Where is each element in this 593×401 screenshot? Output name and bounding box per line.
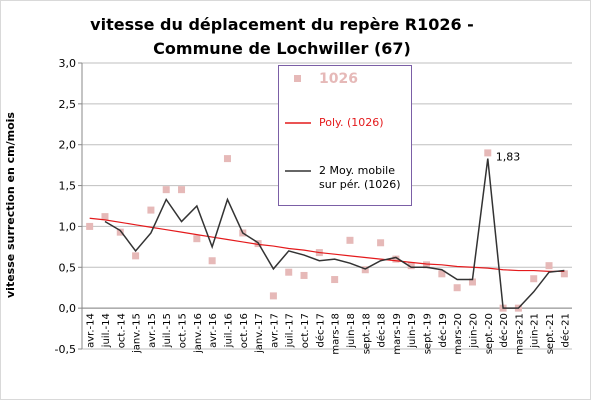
legend-label: Poly. (1026) [319,116,384,129]
line-series [89,217,565,272]
legend: 1026 Poly. (1026) 2 Moy. mobile sur pér. (… [278,65,412,206]
x-tick-label: juil.-15 [162,313,173,348]
x-tick-label: avr.-15 [147,313,158,348]
x-tick-label: déc-20 [498,313,510,347]
x-tick-label: sept.-18 [361,313,372,354]
x-tick-label: juin-20 [468,313,479,349]
x-tick-label: avr.-16 [208,313,219,348]
legend-icon [294,75,301,82]
x-tick-label: mars-21 [514,313,525,355]
scatter-point [453,284,461,292]
x-tick-label: janv.-16 [193,313,204,354]
x-tick-label: mars-19 [392,313,403,355]
x-tick-label: juin-19 [407,313,418,349]
x-tick-label: déc-18 [376,313,388,347]
x-tick-label: mars-20 [453,313,464,355]
x-tick-label: janv.-17 [254,313,265,354]
scatter-point [560,270,568,278]
legend-icon [285,122,311,124]
x-tick-label: sept.-20 [484,313,495,354]
x-tick-label: sept.-19 [423,313,434,354]
legend-entry: Poly. (1026) [285,116,384,130]
scatter-point [545,262,553,270]
scatter-point [116,228,124,236]
x-tick-label: juil.-14 [101,313,112,348]
scatter-point [468,278,476,286]
scatter-point [530,275,538,283]
chart-title: Commune de Lochwiller (67) [153,39,411,58]
x-tick-label: déc-21 [559,313,571,347]
scatter-point [423,261,431,269]
x-tick-label: juil.-17 [285,313,296,348]
scatter-point [346,236,354,244]
x-tick-label: oct.-16 [239,313,250,348]
x-tick-label: oct.-17 [300,313,311,348]
legend-marker [294,75,301,82]
scatter-point [132,252,140,260]
x-tick-label: déc-17 [314,313,326,347]
scatter-point [147,206,155,214]
x-tick-label: déc-19 [437,313,449,347]
scatter-point [285,268,293,276]
x-tick-label: oct.-14 [116,313,127,348]
line-series [104,158,565,309]
y-tick-label: 0,5 [59,261,77,274]
legend-entry: 2 Moy. mobile sur pér. (1026) [285,164,401,191]
scatter-point [269,292,277,300]
scatter-point [300,271,308,279]
scatter-point [101,213,109,221]
legend-label: 2 Moy. mobile sur pér. (1026) [319,164,401,191]
y-tick-label: 2,0 [59,139,77,152]
y-tick-label: -0,5 [55,343,76,356]
scatter-point [193,235,201,243]
scatter-point [208,257,216,265]
annotation: 1,83 [496,151,521,164]
x-tick-label: juin-21 [530,313,541,349]
x-tick-label: janv.-15 [132,313,143,354]
legend-entry: 1026 [285,72,358,86]
scatter-point [484,149,492,157]
x-tick-label: juin-18 [346,313,357,349]
y-axis-label: vitesse surrection en cm/mois [4,112,17,298]
y-tick-label: 3,0 [59,57,77,70]
scatter-point [361,266,369,274]
x-tick-label: oct.-15 [178,313,189,348]
scatter-point [438,270,446,278]
x-tick-label: avr.-17 [269,313,280,348]
scatter-point [223,155,231,163]
legend-label: 1026 [319,71,358,87]
y-tick-label: 1,0 [59,220,77,233]
y-tick-label: 0,0 [59,302,77,315]
scatter-point [86,222,94,230]
y-tick-label: 2,5 [59,98,77,111]
scatter-point [407,262,415,270]
y-tick-label: 1,5 [59,180,77,193]
x-tick-label: juil.-16 [223,313,234,348]
legend-icon [285,170,311,172]
scatter-point [392,255,400,263]
scatter-point [331,276,339,284]
chart-title: vitesse du déplacement du repère R1026 - [90,15,474,34]
scatter-point [178,186,186,194]
scatter-point [162,186,170,194]
x-tick-label: avr.-14 [86,313,97,348]
x-tick-label: sept.-21 [545,313,556,354]
x-tick-label: mars-18 [331,313,342,355]
scatter-point [377,239,385,247]
